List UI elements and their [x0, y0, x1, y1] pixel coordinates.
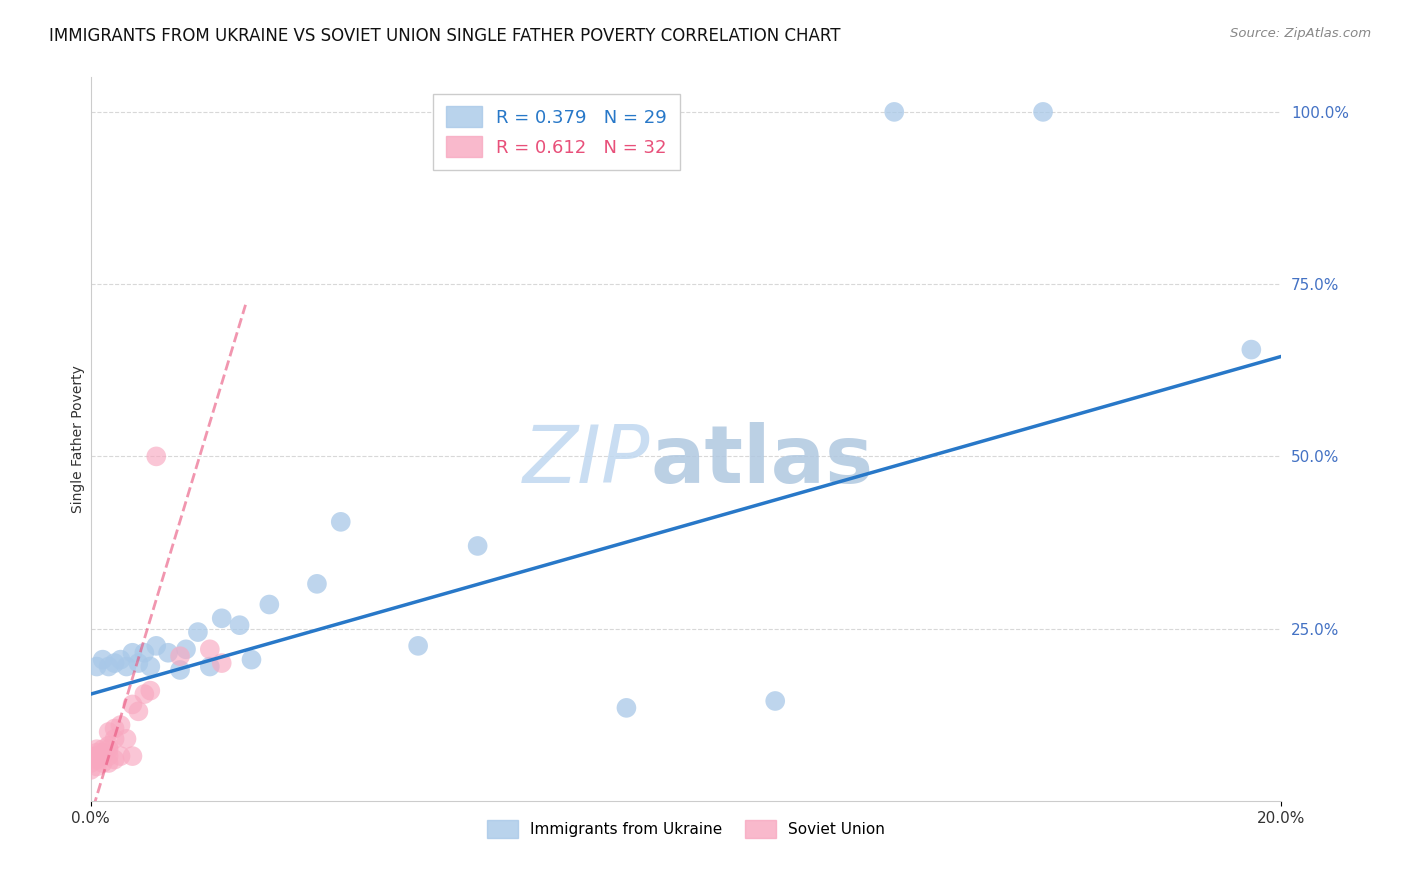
- Point: [616, 701, 638, 715]
- Y-axis label: Single Father Poverty: Single Father Poverty: [72, 365, 86, 513]
- Point: [240, 653, 263, 667]
- Point: [134, 687, 156, 701]
- Point: [211, 656, 233, 670]
- Point: [110, 718, 132, 732]
- Point: [467, 539, 489, 553]
- Point: [97, 659, 120, 673]
- Point: [139, 683, 162, 698]
- Point: [211, 611, 233, 625]
- Point: [127, 704, 149, 718]
- Point: [86, 746, 108, 760]
- Point: [187, 625, 209, 640]
- Text: ZIP: ZIP: [523, 422, 650, 500]
- Point: [86, 659, 108, 673]
- Point: [763, 694, 786, 708]
- Text: Source: ZipAtlas.com: Source: ZipAtlas.com: [1230, 27, 1371, 40]
- Point: [80, 763, 103, 777]
- Text: IMMIGRANTS FROM UKRAINE VS SOVIET UNION SINGLE FATHER POVERTY CORRELATION CHART: IMMIGRANTS FROM UKRAINE VS SOVIET UNION …: [49, 27, 841, 45]
- Point: [91, 742, 114, 756]
- Point: [169, 663, 191, 677]
- Point: [91, 746, 114, 760]
- Point: [97, 742, 120, 756]
- Point: [259, 598, 281, 612]
- Point: [174, 642, 197, 657]
- Point: [86, 759, 108, 773]
- Point: [169, 649, 191, 664]
- Point: [97, 725, 120, 739]
- Point: [91, 756, 114, 770]
- Point: [110, 653, 132, 667]
- Point: [406, 639, 429, 653]
- Point: [305, 577, 328, 591]
- Point: [86, 749, 108, 764]
- Point: [228, 618, 250, 632]
- Point: [157, 646, 180, 660]
- Point: [110, 749, 132, 764]
- Legend: Immigrants from Ukraine, Soviet Union: Immigrants from Ukraine, Soviet Union: [481, 814, 891, 844]
- Point: [1240, 343, 1263, 357]
- Point: [139, 659, 162, 673]
- Point: [80, 749, 103, 764]
- Point: [145, 450, 167, 464]
- Point: [134, 646, 156, 660]
- Point: [91, 749, 114, 764]
- Point: [121, 646, 143, 660]
- Point: [104, 753, 127, 767]
- Point: [329, 515, 352, 529]
- Point: [104, 722, 127, 736]
- Point: [91, 653, 114, 667]
- Text: atlas: atlas: [650, 422, 873, 500]
- Point: [198, 659, 221, 673]
- Point: [86, 753, 108, 767]
- Point: [115, 659, 138, 673]
- Point: [121, 749, 143, 764]
- Point: [97, 739, 120, 753]
- Point: [127, 656, 149, 670]
- Point: [80, 756, 103, 770]
- Point: [1032, 104, 1054, 119]
- Point: [883, 104, 905, 119]
- Point: [97, 749, 120, 764]
- Point: [198, 642, 221, 657]
- Point: [97, 756, 120, 770]
- Point: [115, 731, 138, 746]
- Point: [104, 731, 127, 746]
- Point: [145, 639, 167, 653]
- Point: [104, 656, 127, 670]
- Point: [86, 742, 108, 756]
- Point: [121, 698, 143, 712]
